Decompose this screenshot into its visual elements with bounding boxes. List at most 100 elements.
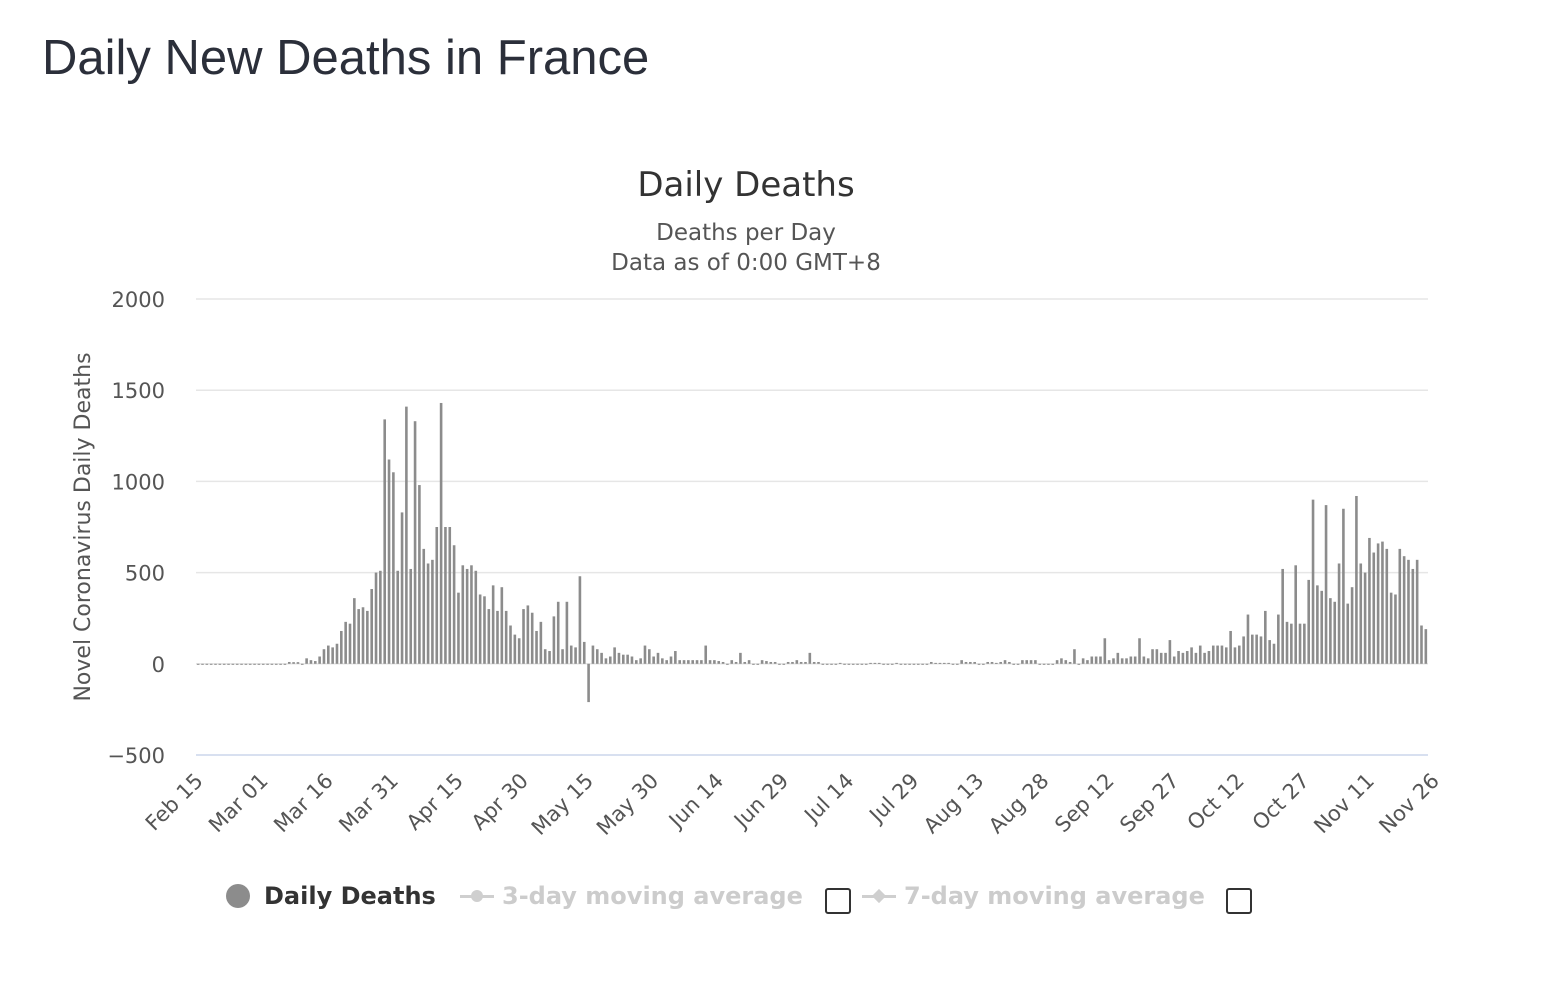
x-tick-label: Apr 15 [402,769,468,835]
checkbox-3-day-moving-average[interactable] [825,888,851,914]
bar [982,663,985,665]
bar [409,568,413,664]
bar [986,661,989,664]
bar [1047,663,1050,665]
bar [1324,505,1328,664]
bar [1159,652,1163,664]
bar [1246,614,1250,664]
bar [1272,643,1276,664]
bar [1385,548,1389,664]
bar [626,654,629,664]
bar [261,663,265,665]
bar [383,419,386,664]
bar [717,661,721,664]
bar [418,485,421,664]
bar [1064,660,1068,664]
bar [474,570,478,664]
bar [387,459,391,664]
bar [877,662,881,664]
bar [977,663,981,665]
bar [773,661,777,664]
x-tick-label: Aug 13 [919,769,989,839]
bar [1146,658,1150,664]
bar [960,660,963,664]
bar [804,661,807,664]
bar [1207,651,1211,664]
bar [1077,663,1081,665]
bar [426,563,430,664]
bar [1320,590,1324,664]
bar [760,660,764,664]
bar [1216,645,1219,664]
bar [1151,649,1154,664]
bar [886,663,890,665]
bar [1398,548,1402,664]
bar [782,663,786,665]
bar [300,663,304,665]
legend-daily-deaths[interactable]: Daily Deaths [226,878,436,914]
bar [1294,565,1297,664]
bar [652,656,655,664]
bar [1402,556,1406,664]
bar [786,661,790,664]
x-tick-label: May 15 [527,769,598,840]
bar [795,660,799,664]
page-title: Daily New Deaths in France [42,31,650,85]
bar [661,658,664,664]
bar [752,663,755,665]
legend-3-day-moving-average[interactable]: 3-day moving average [460,878,803,914]
bar [687,660,690,664]
x-tick-label: Oct 27 [1248,769,1314,835]
bar [1394,594,1397,664]
bar [461,565,465,664]
bar [903,663,907,665]
bar [452,545,456,664]
bar [287,661,291,664]
bar [1198,645,1202,664]
bar [1337,563,1341,664]
bar [1194,652,1198,664]
bar [1203,652,1206,664]
bar [1224,647,1228,664]
bar [591,645,595,664]
bar [1029,660,1033,664]
bar [1237,645,1241,664]
bar [1003,660,1007,664]
y-tick-labels: 2000 1500 1000 500 0 −500 [107,288,165,768]
chart-title: Daily Deaths [637,165,854,205]
bar [1177,651,1180,664]
bar [439,402,443,664]
bar [1355,495,1358,664]
bar [517,638,521,664]
bars [196,402,1428,703]
bar [318,656,321,664]
bar [704,645,708,664]
bar [648,649,651,664]
bar [765,661,768,664]
bar [951,663,955,665]
x-tick-label: Apr 30 [467,769,533,835]
bar [1372,552,1376,664]
bar [860,663,864,665]
legend-7-day-moving-average[interactable]: 7-day moving average [862,878,1205,914]
bar [973,661,976,664]
legend-label-7-day: 7-day moving average [904,882,1205,910]
bar [1068,661,1072,664]
bar [222,663,226,665]
bar [947,662,950,664]
bar [825,663,829,665]
bar [1229,630,1232,664]
bar [739,652,742,664]
bar [1099,656,1102,664]
bar [864,663,868,665]
bar [613,647,616,664]
bar [1277,614,1280,664]
x-tick-label: Mar 31 [334,769,403,838]
bar [721,661,725,664]
bar [513,634,517,664]
checkbox-7-day-moving-average[interactable] [1226,888,1252,914]
bar [799,661,803,664]
bar [1268,640,1271,664]
bar [1168,640,1172,664]
bar [1251,634,1254,664]
